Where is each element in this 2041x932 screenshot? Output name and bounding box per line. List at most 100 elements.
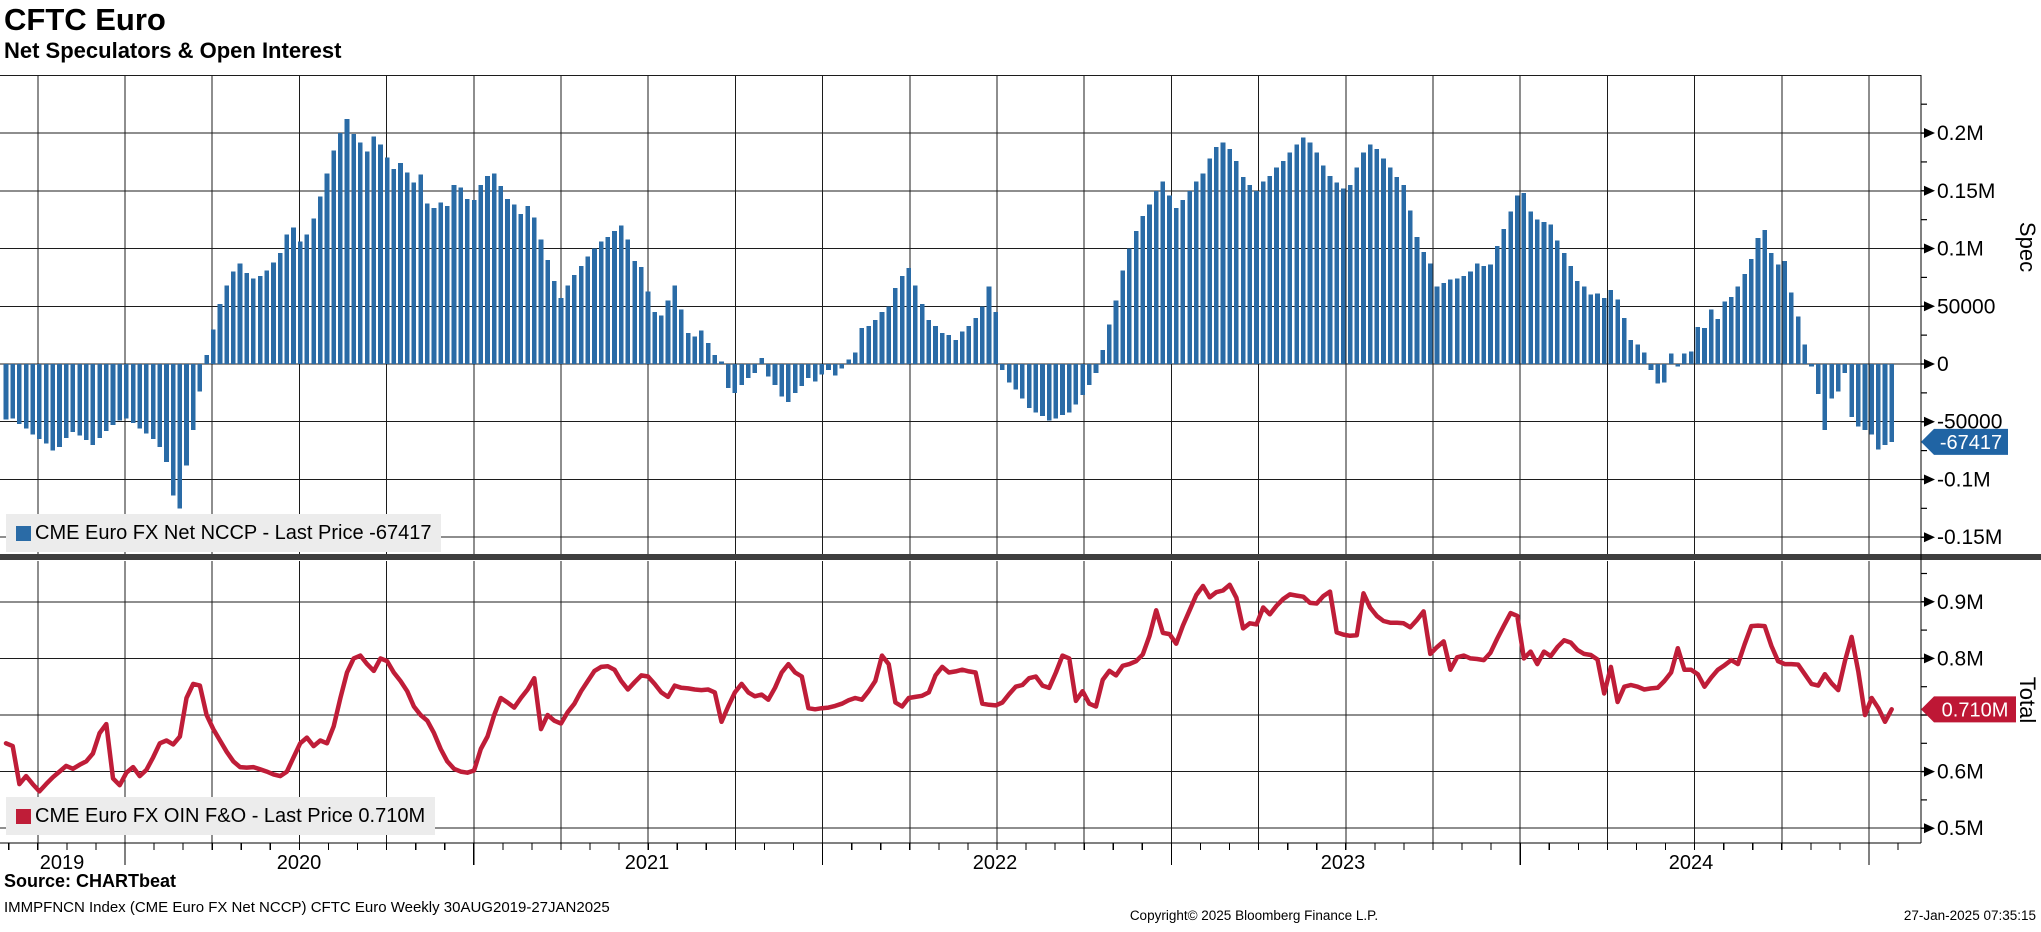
spec-bar: [1662, 364, 1667, 383]
spec-bar: [578, 265, 584, 364]
spec-bar: [1046, 364, 1052, 421]
spec-bar: [1234, 160, 1239, 364]
legend-total[interactable]: CME Euro FX OIN F&O - Last Price 0.710M: [6, 797, 436, 835]
spec-bar: [1140, 216, 1146, 364]
spec-bar: [1715, 319, 1721, 364]
spec-bar: [1528, 211, 1533, 364]
spec-bar: [1334, 182, 1339, 364]
spec-bar: [1066, 364, 1072, 413]
spec-bar: [1501, 228, 1507, 364]
spec-bar: [1347, 185, 1353, 364]
spec-last-price-tag-label: -67417: [1940, 432, 2002, 454]
spec-bar: [652, 312, 657, 364]
spec-bar: [572, 275, 577, 364]
total-tick-label: 0.8M: [1937, 647, 1984, 670]
spec-bar: [144, 364, 149, 434]
spec-bar: [251, 278, 256, 364]
spec-bar: [585, 256, 591, 364]
x-axis-ticks: [8, 843, 1899, 865]
spec-bar: [1287, 152, 1293, 364]
index-description: IMMPFNCN Index (CME Euro FX Net NCCP) CF…: [4, 899, 610, 916]
spec-bar: [1675, 364, 1681, 367]
spec-bar: [1321, 165, 1326, 364]
spec-bar: [1869, 364, 1874, 435]
spec-bar: [1876, 364, 1881, 450]
spec-bar: [117, 364, 122, 421]
spec-bar: [1722, 301, 1727, 364]
spec-bar: [1735, 286, 1741, 364]
page-title: CFTC Euro: [4, 2, 166, 37]
spec-bar: [1374, 149, 1380, 364]
spec-bar: [1301, 137, 1306, 364]
panel-separator[interactable]: [0, 554, 2041, 560]
legend-spec[interactable]: CME Euro FX Net NCCP - Last Price -67417: [6, 514, 442, 552]
spec-bar: [1173, 208, 1179, 364]
spec-bar: [1220, 142, 1226, 364]
spec-bar: [946, 335, 952, 364]
total-last-price-tag[interactable]: 0.710M: [1921, 696, 2016, 723]
spec-bar: [404, 172, 410, 364]
spec-bar: [538, 239, 544, 364]
spec-bar: [1635, 344, 1640, 364]
spec-bar: [10, 364, 15, 419]
spec-bar: [358, 142, 363, 364]
spec-bar: [37, 364, 42, 440]
total-tick-label: 0.6M: [1937, 761, 1984, 784]
spec-bar: [953, 339, 958, 364]
spec-bar: [1260, 181, 1266, 364]
spec-bar: [1120, 270, 1125, 364]
spec-tick-label: 0.2M: [1937, 122, 1984, 145]
spec-bar: [986, 286, 992, 364]
spec-bar: [244, 272, 249, 364]
spec-bar: [104, 364, 109, 431]
spec-bar: [1448, 279, 1453, 364]
total-series-swatch-icon: [16, 808, 31, 824]
spec-bar: [351, 134, 356, 364]
spec-bar: [518, 213, 524, 364]
spec-bar: [612, 231, 617, 364]
spec-bar: [1408, 210, 1413, 364]
spec-bar: [1000, 364, 1005, 370]
spec-bar: [1481, 265, 1487, 364]
spec-bar: [1026, 364, 1032, 408]
spec-tick-label: -0.15M: [1937, 526, 2002, 549]
spec-bar: [1227, 149, 1232, 364]
spec-bar: [1113, 300, 1119, 364]
spec-bar: [1454, 278, 1460, 364]
spec-bar: [1802, 344, 1808, 364]
spec-bar: [197, 364, 203, 392]
spec-bar: [645, 291, 651, 364]
spec-bar: [1555, 240, 1560, 364]
spec-bar: [291, 227, 296, 364]
spec-bar: [746, 364, 751, 378]
legend-total-label: CME Euro FX OIN F&O - Last Price 0.710M: [35, 804, 426, 827]
total-axis-title: Total: [2015, 677, 2040, 723]
spec-bar: [1147, 204, 1152, 364]
legend-spec-label: CME Euro FX Net NCCP - Last Price -67417: [35, 521, 432, 544]
spec-bar: [732, 364, 738, 393]
spec-bar: [1829, 364, 1834, 399]
spec-bar: [1394, 176, 1400, 364]
spec-bar: [1622, 317, 1627, 364]
spec-bar: [692, 336, 698, 364]
year-label: 2023: [1321, 852, 1366, 874]
spec-bar: [812, 364, 818, 382]
spec-bar: [1728, 297, 1734, 364]
spec-bar: [1387, 167, 1393, 364]
spec-bar: [1568, 265, 1574, 364]
spec-bar: [384, 157, 390, 364]
spec-bar: [625, 239, 631, 364]
year-label: 2021: [625, 852, 670, 874]
spec-bar: [772, 364, 778, 385]
spec-bar: [866, 325, 871, 364]
spec-bar: [257, 276, 263, 364]
total-tick-label: 0.9M: [1937, 591, 1984, 614]
spec-last-price-tag[interactable]: -67417: [1921, 428, 2008, 455]
spec-bar: [1434, 286, 1440, 364]
spec-bar: [1655, 364, 1660, 384]
spec-bar: [532, 217, 537, 364]
spec-bar: [939, 332, 945, 364]
spec-bar: [906, 268, 911, 364]
